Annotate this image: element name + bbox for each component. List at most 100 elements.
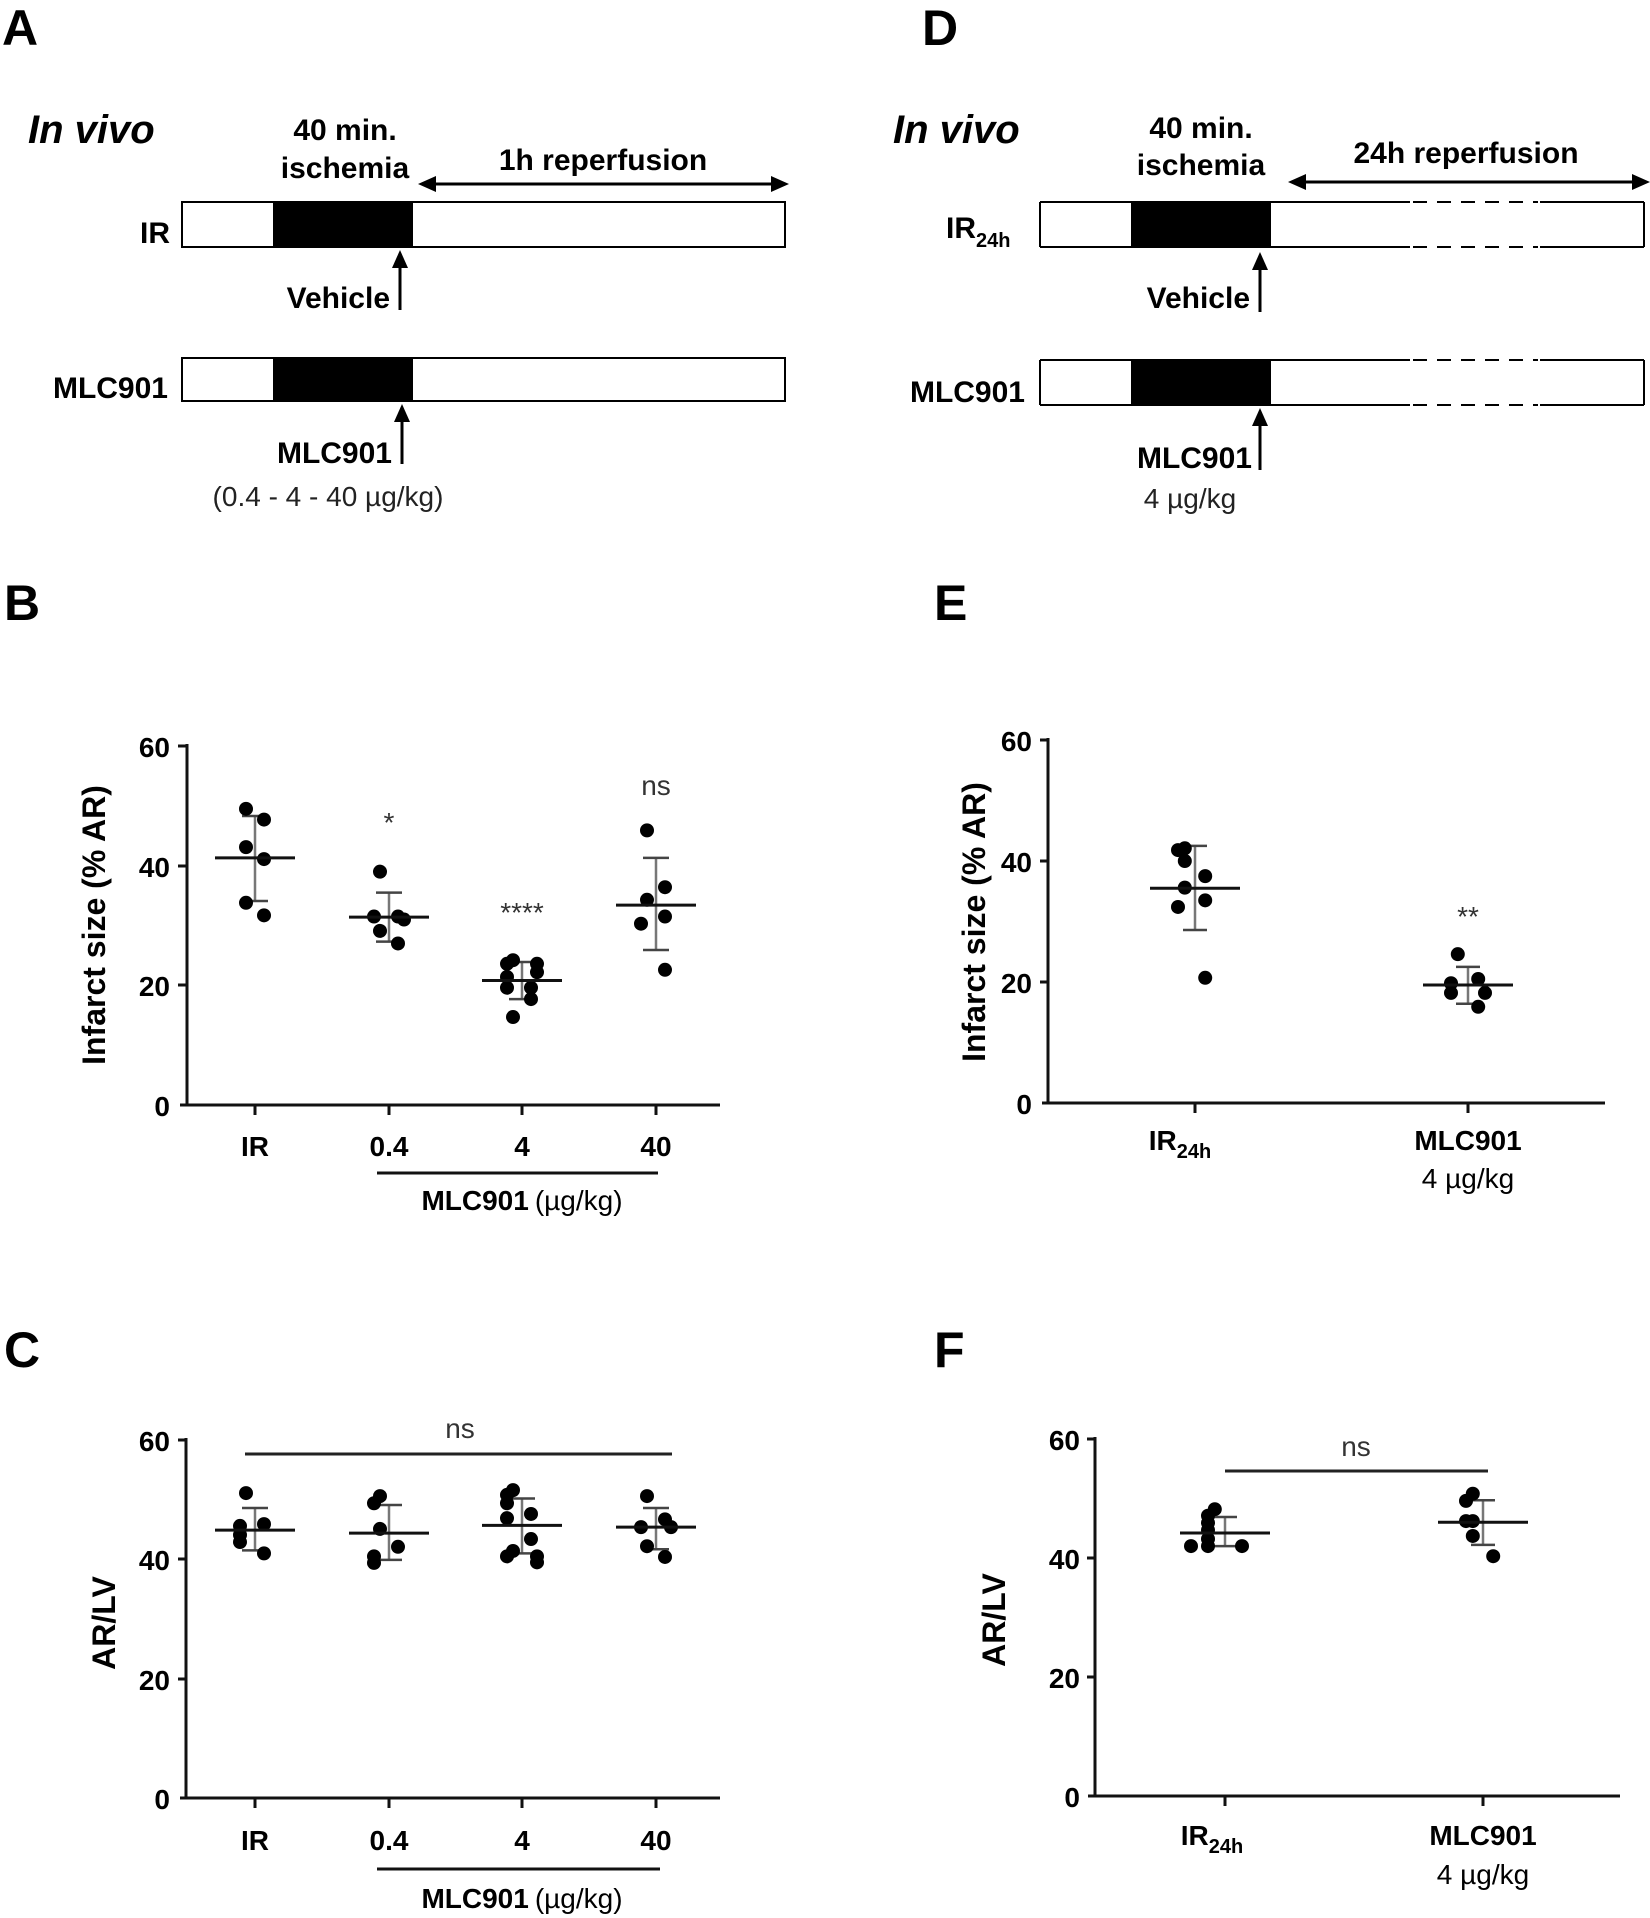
row-label-mlc901: MLC901 bbox=[910, 376, 1025, 409]
y-axis-label: Infarct size (% AR) bbox=[76, 785, 112, 1065]
data-point bbox=[640, 892, 654, 907]
y-ticks: 60 40 20 0 bbox=[139, 1426, 186, 1815]
ischemia-duration: 40 min. bbox=[293, 114, 396, 147]
svg-text:0: 0 bbox=[154, 1091, 170, 1122]
data-point bbox=[500, 1496, 514, 1511]
data-point bbox=[640, 1489, 654, 1504]
data-point bbox=[391, 1539, 405, 1554]
mlc901-dose-range: (0.4 - 4 - 40 µg/kg) bbox=[213, 481, 444, 512]
data-point bbox=[1486, 1549, 1501, 1564]
reperfusion-arrow bbox=[418, 176, 789, 192]
data-point bbox=[506, 1010, 520, 1025]
panel-letter-d: D bbox=[922, 0, 958, 56]
mlc901-dose-label: MLC901 bbox=[277, 437, 392, 470]
reperfusion-arrow bbox=[1288, 174, 1650, 190]
svg-text:IR: IR bbox=[241, 1131, 269, 1162]
svg-text:20: 20 bbox=[139, 971, 170, 1002]
data-point bbox=[1444, 976, 1458, 991]
significance-marker: * bbox=[384, 807, 395, 838]
svg-text:4: 4 bbox=[514, 1825, 530, 1856]
data-point bbox=[658, 880, 672, 895]
svg-text:4: 4 bbox=[514, 1131, 530, 1162]
row-label-ir: IR bbox=[140, 217, 170, 250]
svg-text:60: 60 bbox=[1001, 726, 1032, 757]
data-point bbox=[640, 1539, 654, 1554]
data-point bbox=[257, 1546, 271, 1561]
panel-d: D In vivo 40 min. ischemia 24h reperfusi… bbox=[893, 0, 1650, 514]
mlc901-dose: 4 µg/kg bbox=[1144, 483, 1236, 514]
svg-text:40: 40 bbox=[640, 1825, 671, 1856]
data-point bbox=[500, 980, 514, 995]
svg-text:0: 0 bbox=[1016, 1089, 1032, 1120]
svg-text:20: 20 bbox=[1049, 1663, 1080, 1694]
data-point bbox=[1184, 1539, 1198, 1554]
data-point bbox=[233, 1535, 247, 1550]
vehicle-label: Vehicle bbox=[1147, 282, 1250, 315]
data-point bbox=[239, 1486, 253, 1501]
significance-marker: ns bbox=[641, 770, 671, 801]
data-point bbox=[1198, 893, 1213, 908]
y-axis-label: AR/LV bbox=[86, 1576, 122, 1670]
data-point bbox=[1201, 1539, 1215, 1554]
data-point bbox=[524, 992, 538, 1007]
svg-text:60: 60 bbox=[1049, 1425, 1080, 1456]
svg-text:IR24h: IR24h bbox=[1149, 1125, 1211, 1163]
svg-text:MLC901: MLC901 bbox=[1429, 1820, 1536, 1851]
in-vivo-label: In vivo bbox=[893, 108, 1020, 152]
data-points bbox=[1150, 841, 1513, 1014]
data-point bbox=[239, 895, 253, 910]
y-ticks: 60 40 20 0 bbox=[139, 732, 187, 1122]
chart-f: AR/LV 60 40 20 0 IR24h MLC901 4 µg/kg ns bbox=[976, 1425, 1620, 1890]
vehicle-arrow-icon bbox=[392, 250, 408, 310]
data-point bbox=[1171, 899, 1185, 914]
data-point bbox=[1235, 1539, 1249, 1554]
data-point bbox=[239, 801, 253, 816]
data-point bbox=[658, 962, 672, 977]
y-ticks: 60 40 20 0 bbox=[1001, 726, 1048, 1120]
timeline-bar-ir24h bbox=[1039, 201, 1645, 248]
data-point bbox=[640, 823, 654, 838]
reperfusion-label: 1h reperfusion bbox=[499, 144, 707, 177]
data-point bbox=[500, 1511, 514, 1526]
svg-text:IR: IR bbox=[241, 1825, 269, 1856]
svg-text:4 µg/kg: 4 µg/kg bbox=[1422, 1163, 1514, 1194]
data-point bbox=[373, 923, 387, 938]
data-point bbox=[658, 1549, 672, 1564]
svg-text:40: 40 bbox=[1001, 847, 1032, 878]
vehicle-label: Vehicle bbox=[287, 282, 390, 315]
reperfusion-label: 24h reperfusion bbox=[1353, 137, 1578, 170]
mlc901-dose-label: MLC901 bbox=[1137, 442, 1252, 475]
ischemia-duration: 40 min. bbox=[1149, 112, 1252, 145]
data-point bbox=[1198, 869, 1213, 884]
data-point bbox=[1177, 854, 1192, 868]
data-point bbox=[257, 1517, 271, 1532]
data-point bbox=[1459, 1493, 1473, 1508]
svg-text:0.4: 0.4 bbox=[370, 1825, 409, 1856]
data-point bbox=[1465, 1528, 1480, 1543]
panel-a: A In vivo 40 min. ischemia 1h reperfusio… bbox=[2, 0, 789, 512]
x-ticks: IR 0.4 4 40 MLC901 (µg/kg) bbox=[241, 1798, 672, 1914]
chart-e: Infarct size (% AR) 60 40 20 0 IR24h MLC… bbox=[956, 726, 1605, 1194]
group-label: MLC901 (µg/kg) bbox=[421, 1883, 622, 1914]
x-ticks: IR24h MLC901 4 µg/kg bbox=[1149, 1103, 1522, 1194]
significance-marker: **** bbox=[500, 897, 544, 928]
data-point bbox=[1198, 970, 1213, 985]
in-vivo-label: In vivo bbox=[28, 108, 155, 152]
timeline-bar-mlc901 bbox=[181, 357, 786, 402]
y-axis-label: Infarct size (% AR) bbox=[956, 782, 992, 1062]
group-label: MLC901 (µg/kg) bbox=[421, 1185, 622, 1216]
mlc901-arrow-icon bbox=[1252, 408, 1268, 470]
data-points bbox=[215, 801, 696, 1025]
svg-text:20: 20 bbox=[1001, 968, 1032, 999]
row-label-ir24h: IR24h bbox=[946, 212, 1010, 252]
row-label-mlc901: MLC901 bbox=[53, 372, 168, 405]
svg-text:60: 60 bbox=[139, 1426, 170, 1457]
x-ticks: IR24h MLC901 4 µg/kg bbox=[1181, 1796, 1537, 1890]
panel-letter-f: F bbox=[934, 1322, 965, 1378]
data-point bbox=[367, 1555, 381, 1570]
y-ticks: 60 40 20 0 bbox=[1049, 1425, 1095, 1813]
data-point bbox=[658, 909, 672, 924]
data-point bbox=[524, 1532, 538, 1547]
y-axis-label: AR/LV bbox=[976, 1573, 1012, 1667]
